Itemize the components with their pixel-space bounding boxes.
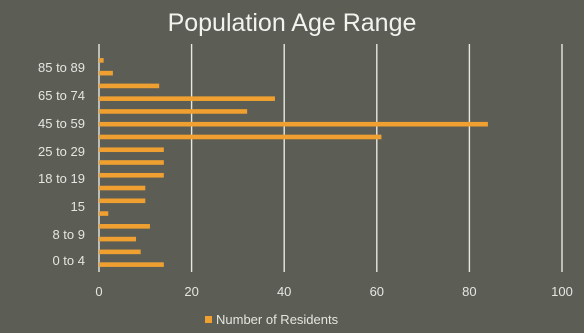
- x-tick-label: 60: [370, 284, 384, 299]
- gridlines: [98, 44, 563, 272]
- x-tick-label: 40: [277, 284, 291, 299]
- y-tick-label: 25 to 29: [38, 144, 85, 159]
- x-tick-label: 0: [95, 284, 102, 299]
- y-tick-label: 85 to 89: [38, 60, 85, 75]
- y-tick-label: 8 to 9: [52, 227, 85, 242]
- bar: [99, 147, 164, 153]
- x-tick-label: 100: [551, 284, 573, 299]
- bar: [99, 96, 275, 101]
- legend: Number of Residents: [205, 312, 339, 327]
- bar: [99, 172, 164, 178]
- y-tick-label: 45 to 59: [38, 116, 85, 131]
- bar: [99, 121, 488, 127]
- x-axis-labels: 0 20 40 60 80 100: [95, 284, 572, 299]
- y-tick-label: 0 to 4: [52, 253, 85, 268]
- y-tick-label: 15: [71, 199, 85, 214]
- chart-title: Population Age Range: [168, 9, 417, 37]
- bar: [99, 185, 146, 191]
- y-axis-labels: 0 to 4 8 to 9 15 18 to 19 25 to 29 45 to 59 65…: [38, 60, 85, 268]
- bar: [99, 70, 113, 76]
- bar: [99, 198, 146, 204]
- bar: [99, 58, 104, 63]
- legend-label: Number of Residents: [216, 312, 339, 327]
- y-tick-label: 65 to 74: [38, 88, 85, 103]
- bar: [99, 83, 160, 89]
- x-tick-label: 20: [184, 284, 198, 299]
- bar: [99, 109, 248, 114]
- bar: [99, 211, 109, 216]
- bars: [99, 58, 488, 267]
- legend-swatch: [205, 316, 212, 323]
- y-tick-label: 18 to 19: [38, 171, 85, 186]
- bar: [99, 236, 137, 242]
- bar: [99, 249, 141, 255]
- bar: [99, 160, 164, 165]
- bar: [99, 134, 382, 140]
- bar: [99, 224, 150, 229]
- bar: [99, 262, 164, 267]
- x-tick-label: 80: [462, 284, 476, 299]
